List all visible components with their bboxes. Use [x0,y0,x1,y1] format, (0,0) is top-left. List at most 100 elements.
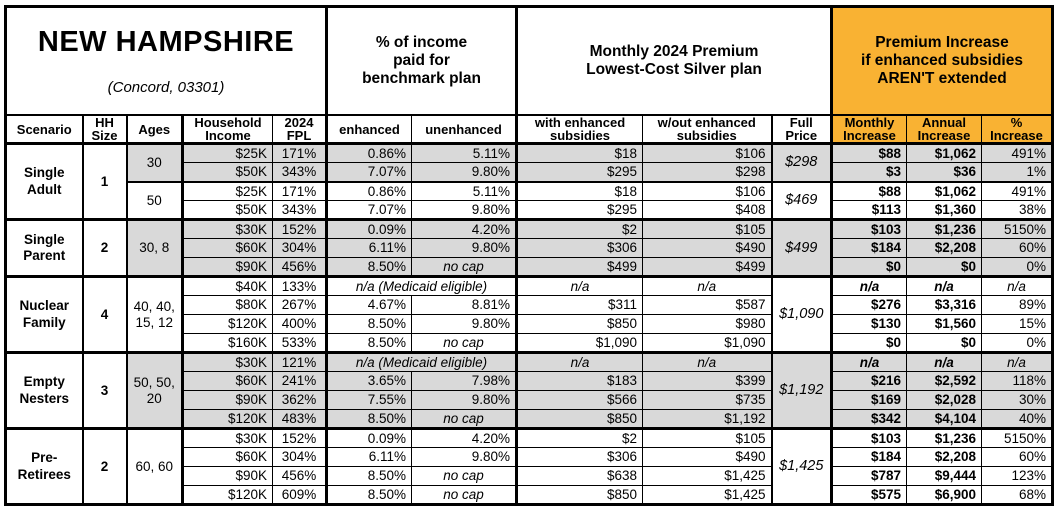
wo-subsidies-cell: n/a [642,275,772,297]
pct-increase-cell: 0% [981,257,1053,278]
table-row: $50K 343% 7.07% 9.80% $295 $298 $3 $36 1% [6,162,1053,183]
unenhanced-pct-cell: 9.80% [411,390,517,411]
income-cell: $40K [181,275,273,297]
enhanced-pct-cell: 8.50% [325,485,412,506]
monthly-increase-cell: $103 [830,427,907,449]
hh-size-cell: 3 [81,351,127,430]
pct-increase-cell: 40% [981,409,1053,430]
wo-subsidies-cell: $490 [642,447,772,468]
monthly-increase-cell: $88 [830,142,907,164]
monthly-increase-cell: $113 [830,200,907,221]
wo-subsidies-cell: $408 [642,200,772,221]
full-price-cell: $1,425 [770,427,832,506]
pct-increase-cell: 15% [981,314,1053,335]
income-cell: $60K [181,447,273,468]
enhanced-pct-cell: 8.50% [325,409,412,430]
state-title: NEW HAMPSHIRE [37,25,295,58]
with-subsidies-cell: $566 [515,390,643,411]
fpl-cell: 456% [272,257,327,278]
pct-increase-cell: 491% [981,142,1053,164]
income-cell: $160K [181,333,273,354]
enhanced-pct-cell: 8.50% [325,333,412,354]
annual-increase-cell: $6,900 [906,485,982,506]
full-price-cell: $499 [770,218,832,278]
table-row: $120K 483% 8.50% no cap $850 $1,192 $342 $4,104… [6,409,1053,430]
annual-increase-cell: $4,104 [906,409,982,430]
pct-increase-cell: n/a [981,351,1053,373]
annual-increase-cell: $36 [906,162,982,183]
full-price-cell: $298 [770,142,832,183]
ages-cell: 30 [125,142,183,183]
annual-increase-cell: $1,360 [906,200,982,221]
fpl-cell: 267% [272,295,327,316]
income-cell: $80K [181,295,273,316]
table-row: $50K 343% 7.07% 9.80% $295 $408 $113 $1,360 38% [6,200,1053,221]
col-income: Household Income [181,114,273,145]
wo-subsidies-cell: $980 [642,314,772,335]
table-row: $90K 456% 8.50% no cap $499 $499 $0 $0 0% [6,257,1053,278]
fpl-cell: 241% [272,371,327,392]
fpl-cell: 343% [272,162,327,183]
enhanced-pct-cell: 8.50% [325,257,412,278]
col-wo-subsidies: w/out enhanced subsidies [642,114,772,145]
wo-subsidies-cell: $490 [642,238,772,259]
col-full-price: Full Price [770,114,832,145]
unenhanced-pct-cell: no cap [411,409,517,430]
annual-increase-cell: n/a [906,275,982,297]
with-subsidies-cell: $306 [515,447,643,468]
medicaid-note-cell: n/a (Medicaid eligible) [325,351,517,373]
scenario-cell: Pre-Retirees [5,427,83,506]
monthly-increase-cell: n/a [830,275,907,297]
hh-size-cell: 2 [81,427,127,506]
pct-increase-cell: 5150% [981,427,1053,449]
unenhanced-pct-cell: no cap [411,333,517,354]
unenhanced-pct-cell: no cap [411,257,517,278]
with-subsidies-cell: $295 [515,200,643,221]
fpl-cell: 483% [272,409,327,430]
ages-cell: 50 [125,180,183,221]
pct-increase-cell: 0% [981,333,1053,354]
wo-subsidies-cell: $106 [642,180,772,202]
monthly-increase-cell: $342 [830,409,907,430]
unenhanced-pct-cell: 5.11% [411,180,517,202]
table-row: $60K 241% 3.65% 7.98% $183 $399 $216 $2,592 118% [6,371,1053,392]
col-pct-increase: % Increase [981,114,1053,145]
col-monthly-increase: Monthly Increase [830,114,907,145]
column-header-row: Scenario HH Size Ages Household Income 2… [5,114,1053,145]
table-row: $120K 609% 8.50% no cap $850 $1,425 $575 $6,900… [6,485,1053,506]
scenario-cell: Empty Nesters [5,351,83,430]
income-cell: $120K [181,409,273,430]
with-subsidies-cell: $850 [515,485,643,506]
table-row: $120K 400% 8.50% 9.80% $850 $980 $130 $1,560 15% [6,314,1053,335]
annual-increase-cell: $1,236 [906,218,982,240]
monthly-increase-cell: $276 [830,295,907,316]
group-increase: Premium Increase if enhanced subsidies A… [830,6,1053,117]
annual-increase-cell: $1,062 [906,142,982,164]
wo-subsidies-cell: n/a [642,351,772,373]
table-row: Pre-Retirees 2 60, 60 $30K 152% 0.09% 4.20% $2 $… [5,427,1053,506]
annual-increase-cell: $1,062 [906,180,982,202]
annual-increase-cell: $9,444 [906,466,982,487]
annual-increase-cell: $2,208 [906,447,982,468]
with-subsidies-cell: $18 [515,142,643,164]
table-row: $80K 267% 4.67% 8.81% $311 $587 $276 $3,316 89% [6,295,1053,316]
income-cell: $60K [181,238,273,259]
pct-increase-cell: 123% [981,466,1053,487]
premium-table: NEW HAMPSHIRE (Concord, 03301) % of inco… [4,5,1054,507]
unenhanced-pct-cell: 4.20% [411,218,517,240]
annual-increase-cell: $3,316 [906,295,982,316]
ages-cell: 40, 40, 15, 12 [125,275,183,354]
unenhanced-pct-cell: no cap [411,485,517,506]
col-scenario: Scenario [5,114,83,145]
table-row: Nuclear Family 4 40, 40, 15, 12 $40K 133% n/a… [5,275,1053,354]
income-cell: $120K [181,485,273,506]
col-enhanced: enhanced [325,114,412,145]
fpl-cell: 400% [272,314,327,335]
wo-subsidies-cell: $587 [642,295,772,316]
enhanced-pct-cell: 3.65% [325,371,412,392]
hh-size-cell: 4 [81,275,127,354]
wo-subsidies-cell: $1,425 [642,466,772,487]
annual-increase-cell: $1,236 [906,427,982,449]
scenario-cell: Nuclear Family [5,275,83,354]
with-subsidies-cell: $850 [515,314,643,335]
